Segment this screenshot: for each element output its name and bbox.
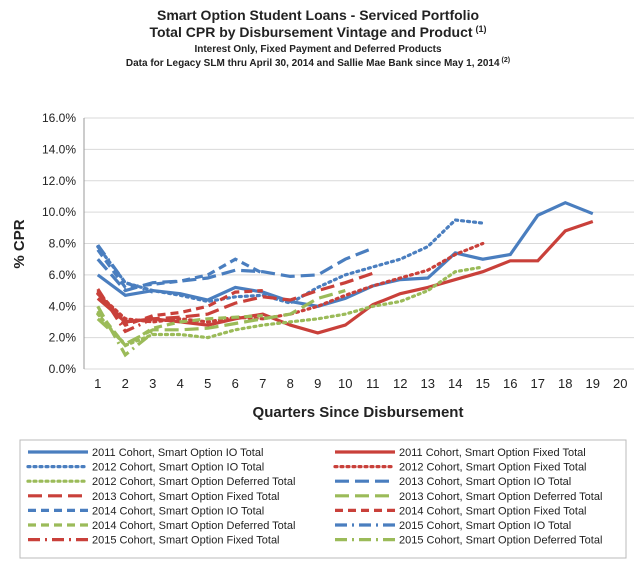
legend-label: 2014 Cohort, Smart Option Deferred Total (92, 520, 295, 532)
x-tick-label: 7 (259, 376, 266, 391)
chart-title: Smart Option Student Loans - Serviced Po… (157, 7, 479, 23)
chart-title: Total CPR by Disbursement Vintage and Pr… (149, 24, 486, 40)
series-line (96, 310, 263, 348)
legend-label: 2014 Cohort, Smart Option IO Total (92, 505, 264, 517)
chart-title-line: Total CPR by Disbursement Vintage and Pr… (149, 24, 472, 40)
legend-label: 2013 Cohort, Smart Option IO Total (399, 476, 571, 488)
legend-label: 2015 Cohort, Smart Option IO Total (399, 520, 571, 532)
x-tick-label: 4 (177, 376, 184, 391)
legend-label: 2012 Cohort, Smart Option IO Total (92, 462, 264, 474)
chart-subtitle-line: Data for Legacy SLM thru April 30, 2014 … (126, 58, 500, 69)
series-line (96, 289, 346, 346)
x-tick-label: 19 (586, 376, 600, 391)
x-tick-label: 2 (122, 376, 129, 391)
x-tick-label: 9 (314, 376, 321, 391)
x-tick-label: 1 (94, 376, 101, 391)
x-tick-label: 14 (448, 376, 462, 391)
series-line (96, 246, 374, 293)
x-tick-label: 20 (613, 376, 627, 391)
x-tick-label: 10 (338, 376, 352, 391)
chart-subtitle: Data for Legacy SLM thru April 30, 2014 … (126, 57, 510, 69)
x-tick-label: 8 (287, 376, 294, 391)
x-tick-label: 13 (421, 376, 435, 391)
footnote-mark: (2) (502, 57, 511, 64)
x-tick-label: 17 (531, 376, 545, 391)
y-tick-label: 16.0% (42, 111, 76, 125)
legend-label: 2012 Cohort, Smart Option Fixed Total (399, 462, 587, 474)
legend-box (19, 439, 627, 559)
x-tick-label: 18 (558, 376, 572, 391)
y-tick-label: 10.0% (42, 205, 76, 219)
series-line (96, 288, 154, 334)
series-line (96, 265, 485, 348)
x-tick-label: 11 (366, 376, 380, 391)
footnote-mark: (1) (476, 24, 487, 34)
y-axis-title: % CPR (11, 219, 28, 268)
y-tick-label: 8.0% (49, 237, 77, 251)
chart-subtitle: Interest Only, Fixed Payment and Deferre… (194, 44, 442, 55)
x-tick-label: 15 (476, 376, 490, 391)
series-line (96, 248, 264, 290)
y-tick-label: 4.0% (49, 299, 77, 313)
x-axis-title: Quarters Since Disbursement (253, 404, 464, 421)
legend-label: 2011 Cohort, Smart Option IO Total (92, 447, 263, 459)
x-tick-label: 16 (503, 376, 517, 391)
series-line (96, 289, 263, 327)
series-line (96, 305, 154, 358)
x-tick-label: 3 (149, 376, 156, 391)
x-tick-label: 12 (393, 376, 407, 391)
y-tick-label: 2.0% (49, 331, 77, 345)
legend-label: 2012 Cohort, Smart Option Deferred Total (92, 476, 295, 488)
y-tick-label: 6.0% (49, 268, 77, 282)
legend-label: 2011 Cohort, Smart Option Fixed Total (399, 447, 586, 459)
x-tick-label: 6 (232, 376, 239, 391)
series-line (96, 200, 594, 308)
legend-label: 2015 Cohort, Smart Option Deferred Total (399, 535, 602, 547)
legend-label: 2015 Cohort, Smart Option Fixed Total (92, 535, 280, 547)
series-line (96, 244, 154, 294)
series-line (96, 218, 485, 305)
legend-label: 2013 Cohort, Smart Option Deferred Total (399, 491, 602, 503)
x-tick-label: 5 (204, 376, 211, 391)
legend-label: 2013 Cohort, Smart Option Fixed Total (92, 491, 280, 503)
y-tick-label: 0.0% (49, 362, 77, 376)
y-tick-label: 12.0% (42, 174, 76, 188)
y-tick-label: 14.0% (42, 142, 76, 156)
legend-label: 2014 Cohort, Smart Option Fixed Total (399, 505, 587, 517)
series-line (96, 271, 374, 324)
